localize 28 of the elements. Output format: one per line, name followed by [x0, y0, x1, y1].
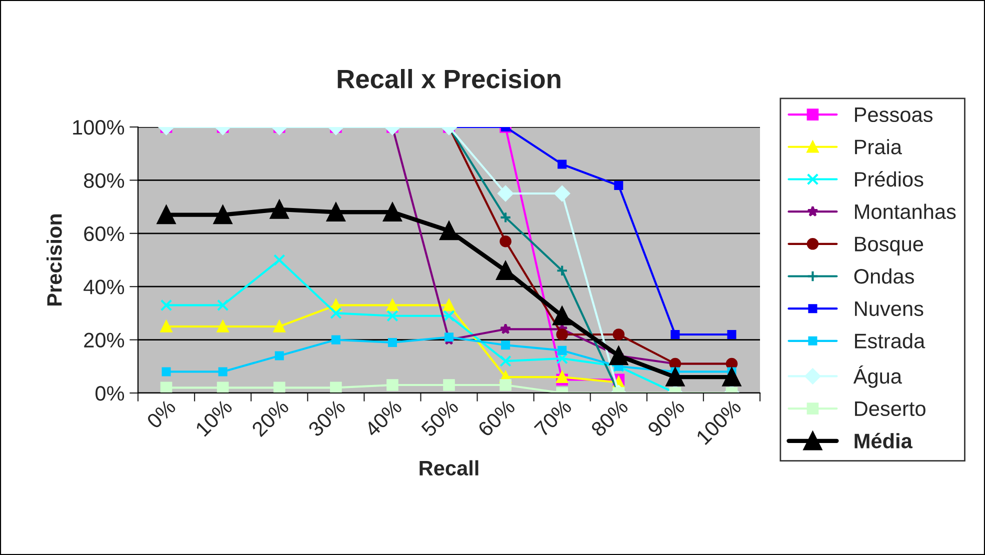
chart-title: Recall x Precision: [338, 68, 560, 88]
y-axis-title: Precision: [46, 214, 62, 306]
x-tick-label: 50%: [420, 398, 460, 438]
x-tick-label: 80%: [590, 398, 629, 438]
x-tick-label: 0%: [146, 398, 177, 430]
legend-label: Montanhas: [855, 204, 956, 220]
y-tick-label: 40%: [84, 280, 124, 294]
x-tick-label: 30%: [307, 398, 346, 438]
legend-label: Deserto: [855, 402, 926, 416]
legend-label: Praia: [855, 139, 902, 154]
x-tick-label: 90%: [646, 398, 686, 438]
legend-label: Ondas: [854, 268, 914, 284]
x-axis-title: Recall: [420, 460, 478, 476]
legend-label: Prédios: [855, 171, 924, 187]
x-tick-label: 60%: [477, 398, 516, 438]
legend-label: Pessoas: [855, 108, 932, 122]
y-tick-label: 0%: [96, 386, 124, 401]
y-tick-label: 20%: [84, 332, 124, 348]
x-tick-label: 70%: [534, 398, 572, 438]
y-tick-label: 80%: [84, 173, 124, 188]
x-tick-label: 40%: [364, 398, 403, 438]
legend-label: Nuvens: [855, 302, 924, 316]
y-tick-label: 60%: [84, 226, 124, 242]
legend-label: Bosque: [855, 236, 924, 256]
legend-label: Estrada: [855, 333, 926, 348]
legend-label: Média: [854, 432, 913, 448]
legend-label: Água: [853, 365, 902, 388]
y-tick-label: 100%: [73, 120, 124, 135]
